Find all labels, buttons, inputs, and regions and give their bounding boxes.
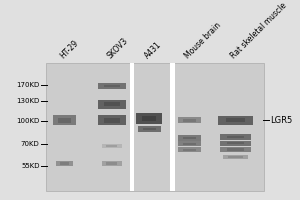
Bar <box>46 63 264 191</box>
Bar <box>142 116 156 121</box>
Bar <box>106 145 118 147</box>
Bar <box>138 126 161 132</box>
Text: A431: A431 <box>143 40 163 60</box>
Bar <box>227 148 244 151</box>
Bar <box>183 149 196 151</box>
Text: 100KD: 100KD <box>16 118 40 124</box>
Bar <box>136 113 162 124</box>
Text: 55KD: 55KD <box>21 163 40 169</box>
Text: 130KD: 130KD <box>16 98 40 104</box>
Text: SKOV3: SKOV3 <box>106 36 130 60</box>
Text: HT-29: HT-29 <box>58 38 80 60</box>
Bar <box>228 156 243 158</box>
Bar <box>227 136 244 138</box>
Bar <box>183 137 196 139</box>
Bar <box>178 117 201 123</box>
Bar <box>58 118 71 123</box>
Bar <box>220 141 251 146</box>
Bar <box>102 144 122 148</box>
Bar <box>98 100 126 109</box>
Text: 70KD: 70KD <box>21 141 40 147</box>
Bar <box>143 128 156 130</box>
Bar <box>170 63 175 191</box>
Bar <box>183 119 196 122</box>
Text: Mouse brain: Mouse brain <box>183 21 223 60</box>
Bar <box>178 135 201 141</box>
Text: 170KD: 170KD <box>16 82 40 88</box>
Bar <box>178 141 201 146</box>
Bar <box>220 134 251 140</box>
Bar <box>53 115 76 125</box>
Bar <box>106 162 118 165</box>
Bar <box>104 102 120 106</box>
Bar <box>102 161 122 166</box>
Bar <box>104 85 120 87</box>
Bar <box>130 63 134 191</box>
Bar <box>98 83 126 89</box>
Bar <box>98 115 126 125</box>
Bar <box>227 142 244 144</box>
Bar <box>218 116 253 125</box>
Bar <box>183 143 196 145</box>
Bar <box>226 118 245 122</box>
Bar <box>104 118 120 123</box>
Bar <box>56 161 73 166</box>
Text: LGR5: LGR5 <box>271 116 293 125</box>
Bar <box>60 162 69 165</box>
Text: Rat skeletal muscle: Rat skeletal muscle <box>229 1 289 60</box>
Bar <box>223 155 248 159</box>
Bar <box>178 147 201 152</box>
Bar <box>220 147 251 152</box>
